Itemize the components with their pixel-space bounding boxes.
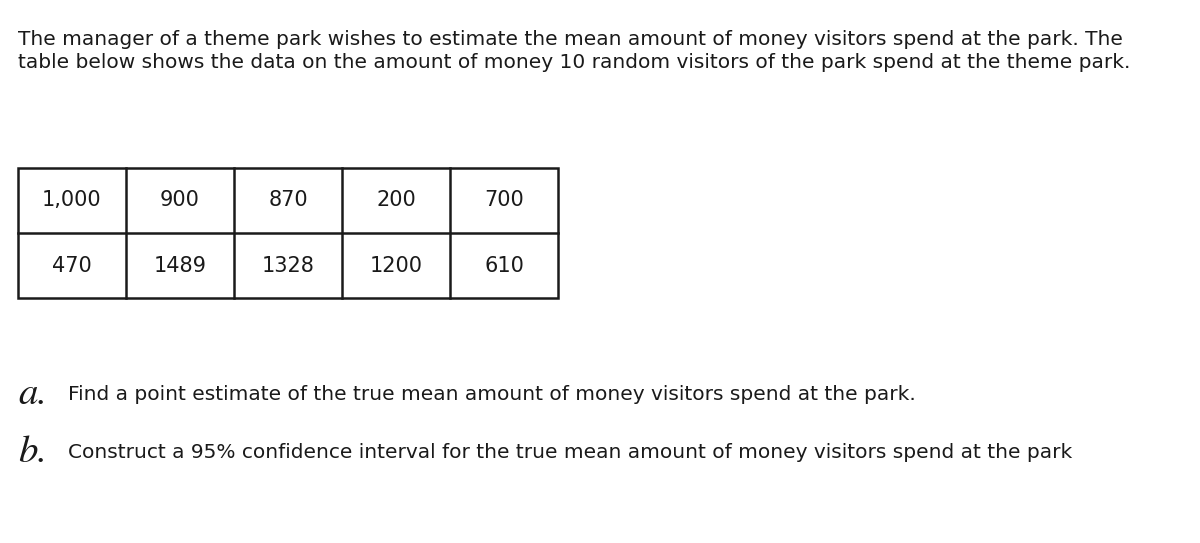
Text: The manager of a theme park wishes to estimate the mean amount of money visitors: The manager of a theme park wishes to es… — [18, 30, 1123, 49]
Text: 870: 870 — [268, 191, 308, 211]
Text: 1328: 1328 — [262, 256, 314, 275]
Text: 200: 200 — [376, 191, 416, 211]
Text: 900: 900 — [160, 191, 200, 211]
Bar — [18, 168, 558, 298]
Text: table below shows the data on the amount of money 10 random visitors of the park: table below shows the data on the amount… — [18, 53, 1130, 72]
Text: 700: 700 — [484, 191, 524, 211]
Text: Construct a 95% confidence interval for the true mean amount of money visitors s: Construct a 95% confidence interval for … — [68, 444, 1073, 463]
Text: a.: a. — [18, 378, 47, 412]
Text: 470: 470 — [52, 256, 92, 275]
Text: 1489: 1489 — [154, 256, 206, 275]
Text: 610: 610 — [484, 256, 524, 275]
Text: b.: b. — [18, 435, 47, 470]
Text: 1,000: 1,000 — [42, 191, 102, 211]
Text: Find a point estimate of the true mean amount of money visitors spend at the par: Find a point estimate of the true mean a… — [68, 386, 916, 405]
Text: 1200: 1200 — [370, 256, 422, 275]
